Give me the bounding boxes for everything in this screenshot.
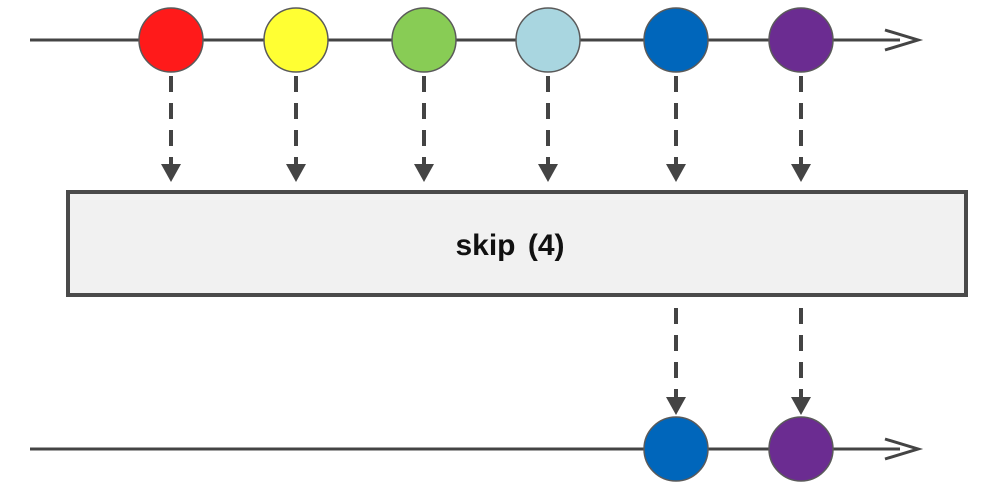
output-marbles: [643, 416, 834, 482]
operator-to-output-arrows: [666, 308, 811, 415]
input-marble: [138, 7, 204, 73]
operator-name: skip: [455, 229, 515, 262]
input-arrow: [161, 76, 181, 182]
input-arrow: [414, 76, 434, 182]
input-arrow: [666, 76, 686, 182]
output-arrow: [666, 308, 686, 415]
input-marble: [768, 7, 834, 73]
input-marble: [263, 7, 329, 73]
output-arrow: [791, 308, 811, 415]
operator-argument: (4): [528, 229, 565, 262]
input-marbles: [138, 7, 834, 73]
input-marble: [515, 7, 581, 73]
operator-label: skip (4): [455, 229, 564, 262]
input-arrow: [538, 76, 558, 182]
output-timeline-arrow: [884, 437, 924, 461]
input-arrow: [286, 76, 306, 182]
operator-box: skip (4): [66, 190, 968, 297]
input-marble: [391, 7, 457, 73]
input-to-operator-arrows: [161, 76, 811, 182]
output-marble: [768, 416, 834, 482]
input-arrow: [791, 76, 811, 182]
input-marble: [643, 7, 709, 73]
output-timeline: [30, 437, 924, 461]
output-marble: [643, 416, 709, 482]
input-timeline-arrow: [884, 28, 924, 52]
operator-rect: [66, 190, 968, 297]
